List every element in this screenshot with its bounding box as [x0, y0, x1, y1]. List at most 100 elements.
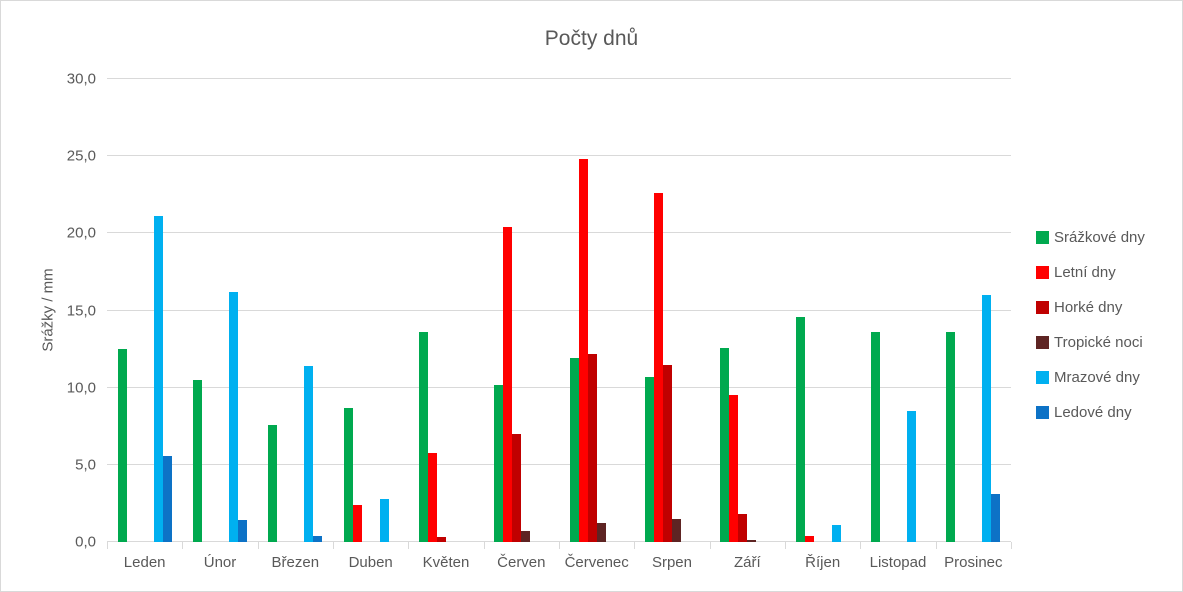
gridline	[107, 232, 1011, 234]
bar-tropicke-noci	[596, 523, 606, 542]
x-axis-tick-mark	[559, 542, 560, 549]
bar-mrazove-dny	[982, 295, 992, 542]
legend-item-letni-dny: Letní dny	[1036, 255, 1145, 290]
bar-group	[860, 79, 935, 542]
legend-label: Horké dny	[1054, 299, 1123, 316]
legend-swatch-tropicke-noci	[1036, 336, 1049, 349]
gridline	[107, 309, 1011, 311]
bar-srazkove-dny	[343, 407, 353, 542]
x-axis-tick-mark	[1011, 542, 1012, 549]
bar-group	[408, 79, 483, 542]
legend-label: Mrazové dny	[1054, 369, 1140, 386]
legend-swatch-ledove-dny	[1036, 406, 1049, 419]
y-tick-label: 0,0	[75, 533, 96, 551]
x-axis-label: Únor	[203, 554, 237, 571]
bar-letni-dny	[503, 227, 513, 542]
plot-area	[107, 78, 1012, 549]
bar-tropicke-noci	[521, 531, 531, 542]
bar-horke-dny	[738, 514, 748, 542]
bar-tropicke-noci	[671, 518, 681, 542]
gridline	[107, 541, 1011, 542]
gridline	[107, 386, 1011, 388]
legend-swatch-srazkove-dny	[1036, 231, 1049, 244]
bar-mrazove-dny	[228, 291, 238, 542]
x-axis-label: Březen	[271, 554, 320, 571]
x-axis-tick-mark	[483, 542, 485, 549]
bar-letni-dny	[653, 193, 663, 542]
x-axis-label: Srpen	[651, 554, 692, 571]
bar-srazkove-dny	[569, 358, 579, 542]
legend-swatch-mrazove-dny	[1036, 371, 1049, 384]
bar-mrazove-dny	[153, 216, 163, 542]
legend-label: Letní dny	[1054, 264, 1116, 281]
x-axis-tick-mark	[107, 542, 108, 549]
bar-group	[634, 79, 709, 542]
x-axis-tick-mark	[860, 542, 862, 549]
x-axis-label: Červen	[497, 554, 546, 571]
gridline	[107, 78, 1011, 79]
legend-item-ledove-dny: Ledové dny	[1036, 395, 1145, 430]
bar-srazkove-dny	[795, 316, 805, 542]
bar-srazkove-dny	[720, 347, 730, 542]
x-axis-label: Září	[733, 554, 761, 571]
bar-horke-dny	[436, 537, 446, 542]
legend-swatch-letni-dny	[1036, 266, 1049, 279]
x-axis-tick-mark	[785, 542, 786, 549]
bar-mrazove-dny	[906, 410, 916, 542]
bar-group	[107, 79, 182, 542]
chart-title: Počty dnů	[544, 27, 639, 50]
bar-srazkove-dny	[117, 349, 127, 542]
bar-letni-dny	[804, 535, 814, 542]
bar-mrazove-dny	[304, 366, 314, 542]
bar-group	[785, 79, 860, 542]
x-axis-tick-mark	[333, 542, 334, 549]
bar-srazkove-dny	[870, 332, 880, 542]
x-axis-tick-mark	[634, 542, 636, 549]
bar-horke-dny	[512, 433, 522, 542]
legend: Srážkové dny Letní dny Horké dny Tropické n…	[1036, 220, 1145, 430]
bar-mrazove-dny	[831, 525, 841, 542]
x-axis-tick-mark	[935, 542, 937, 549]
bar-letni-dny	[729, 395, 739, 542]
legend-item-tropicke-noci: Tropické noci	[1036, 325, 1145, 360]
x-axis-labels: Leden Únor Březen Duben Květen Červen Červenec…	[107, 554, 1011, 576]
legend-item-srazkove-dny: Srážkové dny	[1036, 220, 1145, 255]
x-axis-tick-mark	[408, 542, 410, 549]
bar-group	[936, 79, 1011, 542]
x-axis-label: Prosinec	[944, 554, 1003, 571]
bar-group	[182, 79, 257, 542]
y-axis-tick-labels: 0,0 5,0 10,0 15,0 20,0 25,0 30,0	[1, 72, 96, 550]
bar-srazkove-dny	[268, 424, 278, 542]
bar-letni-dny	[427, 452, 437, 542]
x-axis-label: Květen	[422, 554, 470, 571]
bar-srazkove-dny	[418, 332, 428, 542]
x-axis-label: Duben	[348, 554, 393, 571]
bar-group	[559, 79, 634, 542]
bar-tropicke-noci	[747, 540, 757, 542]
x-axis-tick-mark	[182, 542, 184, 549]
bar-srazkove-dny	[644, 376, 654, 542]
bar-group	[710, 79, 785, 542]
bar-ledove-dny	[991, 494, 1001, 542]
legend-label: Tropické noci	[1054, 334, 1143, 351]
bar-srazkove-dny	[192, 379, 202, 542]
legend-swatch-horke-dny	[1036, 301, 1049, 314]
x-axis-tick-mark	[709, 542, 711, 549]
bar-horke-dny	[587, 353, 597, 542]
y-tick-label: 5,0	[75, 456, 96, 474]
x-axis-label: Leden	[123, 554, 166, 571]
bar-group	[258, 79, 333, 542]
bar-letni-dny	[352, 504, 362, 542]
bar-ledove-dny	[237, 520, 247, 542]
x-axis-label: Listopad	[869, 554, 927, 571]
legend-label: Ledové dny	[1054, 404, 1132, 421]
legend-item-mrazove-dny: Mrazové dny	[1036, 360, 1145, 395]
bar-group	[333, 79, 408, 542]
y-tick-label: 20,0	[66, 224, 96, 242]
bar-horke-dny	[662, 364, 672, 542]
bar-srazkove-dny	[494, 384, 504, 542]
x-axis-tick-mark	[257, 542, 259, 549]
legend-item-horke-dny: Horké dny	[1036, 290, 1145, 325]
bar-mrazove-dny	[379, 498, 389, 542]
